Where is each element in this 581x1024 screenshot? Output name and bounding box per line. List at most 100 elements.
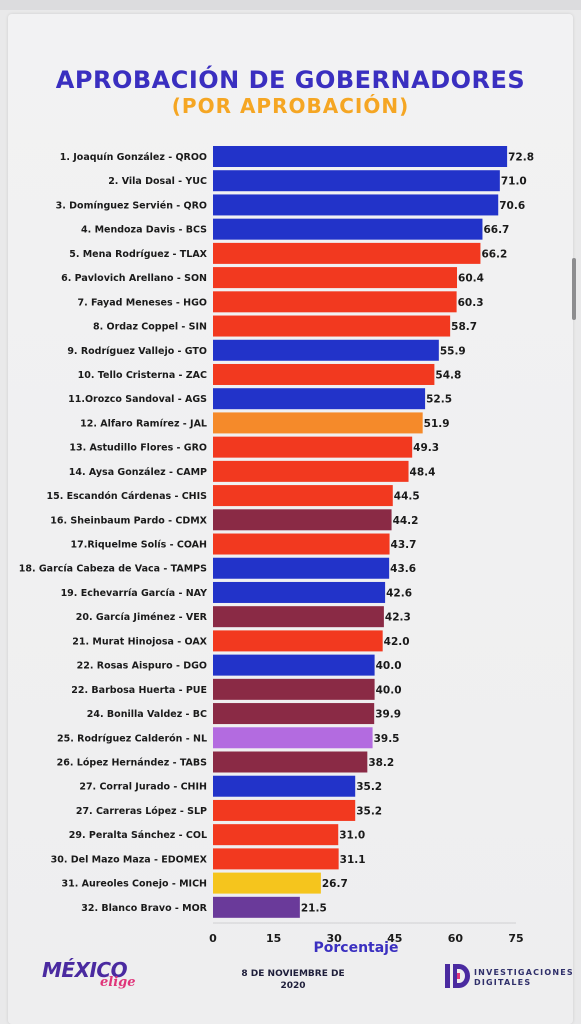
value-label-3: 70.6	[499, 200, 525, 212]
value-label-11: 52.5	[426, 394, 452, 406]
category-label-31: 31. Aureoles Conejo - MICH	[61, 879, 207, 890]
bar-9	[213, 339, 439, 361]
date-line-1: 8 DE NOVIEMBRE DE	[241, 969, 345, 979]
bar-7	[213, 291, 457, 313]
value-label-24: 39.9	[375, 709, 401, 721]
value-label-7: 60.3	[458, 297, 484, 309]
value-label-23: 40.0	[376, 684, 402, 696]
category-label-3: 3. Domínguez Servién - QRO	[56, 200, 207, 211]
bar-5	[213, 242, 481, 264]
value-label-27: 35.2	[356, 781, 382, 793]
logo-right-line-2: DIGITALES	[474, 978, 532, 987]
x-axis-label: Porcentaje	[313, 940, 399, 956]
x-tick-label-5: 60	[448, 932, 464, 945]
bar-8	[213, 315, 451, 337]
category-label-16: 16. Sheinbaum Pardo - CDMX	[50, 515, 207, 526]
investigaciones-digitales-logo: INVESTIGACIONES DIGITALES	[444, 962, 573, 992]
category-label-30: 30. Del Mazo Maza - EDOMEX	[51, 854, 208, 865]
value-label-19: 42.6	[386, 587, 412, 599]
footer-date: 8 DE NOVIEMBRE DE 2020	[228, 968, 358, 992]
bar-23	[213, 678, 375, 700]
category-label-23: 22. Barbosa Huerta - PUE	[71, 685, 207, 696]
mexico-elige-logo: MÉXICO elige	[42, 958, 142, 994]
bar-28	[213, 799, 356, 821]
bar-27	[213, 775, 356, 797]
category-label-20: 20. García Jiménez - VER	[76, 612, 208, 623]
value-label-32: 21.5	[301, 902, 327, 914]
value-label-8: 58.7	[451, 321, 477, 333]
logo-left-sub: elige	[100, 975, 136, 990]
value-label-14: 48.4	[410, 466, 436, 478]
bar-17	[213, 533, 390, 555]
bar-26	[213, 751, 368, 773]
bar-25	[213, 727, 373, 749]
bar-3	[213, 194, 499, 216]
date-line-2: 2020	[280, 981, 306, 991]
chart-title: APROBACIÓN DE GOBERNADORES	[55, 66, 526, 94]
bar-19	[213, 581, 386, 603]
category-label-15: 15. Escandón Cárdenas - CHIS	[47, 491, 208, 502]
category-label-21: 21. Murat Hinojosa - OAX	[72, 636, 207, 647]
value-label-28: 35.2	[356, 805, 382, 817]
bar-11	[213, 388, 426, 410]
value-label-25: 39.5	[374, 733, 400, 745]
value-label-22: 40.0	[376, 660, 402, 672]
x-tick-label-4: 45	[387, 932, 402, 945]
value-label-9: 55.9	[440, 345, 466, 357]
category-label-18: 18. García Cabeza de Vaca - TAMPS	[19, 564, 207, 575]
x-tick-label-3: 30	[327, 932, 343, 945]
category-label-10: 10. Tello Cristerna - ZAC	[78, 370, 207, 381]
value-label-17: 43.7	[391, 539, 417, 551]
value-label-5: 66.2	[481, 248, 507, 260]
category-label-13: 13. Astudillo Flores - GRO	[69, 443, 207, 454]
category-label-29: 29. Peralta Sánchez - COL	[69, 830, 207, 841]
bar-30	[213, 848, 339, 870]
value-label-31: 26.7	[322, 878, 348, 890]
chart-subtitle: (POR APROBACIÓN)	[171, 94, 410, 118]
bar-2	[213, 170, 500, 192]
id-logo-icon	[445, 964, 470, 988]
bar-22	[213, 654, 375, 676]
bar-32	[213, 896, 300, 918]
value-label-30: 31.1	[340, 854, 366, 866]
x-tick-label-6: 75	[508, 932, 523, 945]
logo-left-main: MÉXICO	[42, 958, 128, 982]
category-label-28: 27. Carreras López - SLP	[76, 806, 207, 817]
bar-6	[213, 267, 458, 289]
value-label-15: 44.5	[394, 491, 420, 503]
bar-1	[213, 146, 508, 167]
bar-15	[213, 485, 393, 507]
category-label-9: 9. Rodríguez Vallejo - GTO	[67, 346, 207, 357]
value-label-1: 72.8	[508, 152, 534, 164]
category-label-1: 1. Joaquín González - QROO	[60, 152, 207, 163]
bar-24	[213, 703, 375, 725]
logo-right-line-1: INVESTIGACIONES	[474, 968, 574, 977]
category-label-19: 19. Echevarría García - NAY	[61, 588, 208, 599]
category-label-14: 14. Aysa González - CAMP	[69, 467, 207, 478]
bar-4	[213, 218, 483, 240]
bar-20	[213, 606, 384, 628]
category-label-32: 32. Blanco Bravo - MOR	[81, 903, 207, 914]
category-label-26: 26. López Hernández - TABS	[57, 758, 207, 769]
category-label-7: 7. Fayad Meneses - HGO	[77, 297, 207, 308]
scroll-indicator[interactable]	[572, 258, 576, 320]
category-label-4: 4. Mendoza Davis - BCS	[81, 225, 207, 236]
category-label-24: 24. Bonilla Valdez - BC	[87, 709, 207, 720]
value-label-20: 42.3	[385, 612, 411, 624]
category-label-5: 5. Mena Rodríguez - TLAX	[69, 249, 207, 260]
bar-10	[213, 363, 435, 385]
bar-21	[213, 630, 383, 652]
value-label-4: 66.7	[483, 224, 509, 236]
x-tick-label-1: 0	[209, 932, 217, 945]
category-label-2: 2. Vila Dosal - YUC	[108, 176, 207, 187]
x-tick-label-2: 15	[266, 932, 281, 945]
category-label-6: 6. Pavlovich Arellano - SON	[61, 273, 207, 284]
value-label-12: 51.9	[424, 418, 450, 430]
category-label-8: 8. Ordaz Coppel - SIN	[93, 322, 207, 333]
value-label-18: 43.6	[390, 563, 416, 575]
bar-13	[213, 436, 413, 458]
bar-16	[213, 509, 392, 531]
value-label-2: 71.0	[501, 176, 527, 188]
value-label-16: 44.2	[393, 515, 419, 527]
